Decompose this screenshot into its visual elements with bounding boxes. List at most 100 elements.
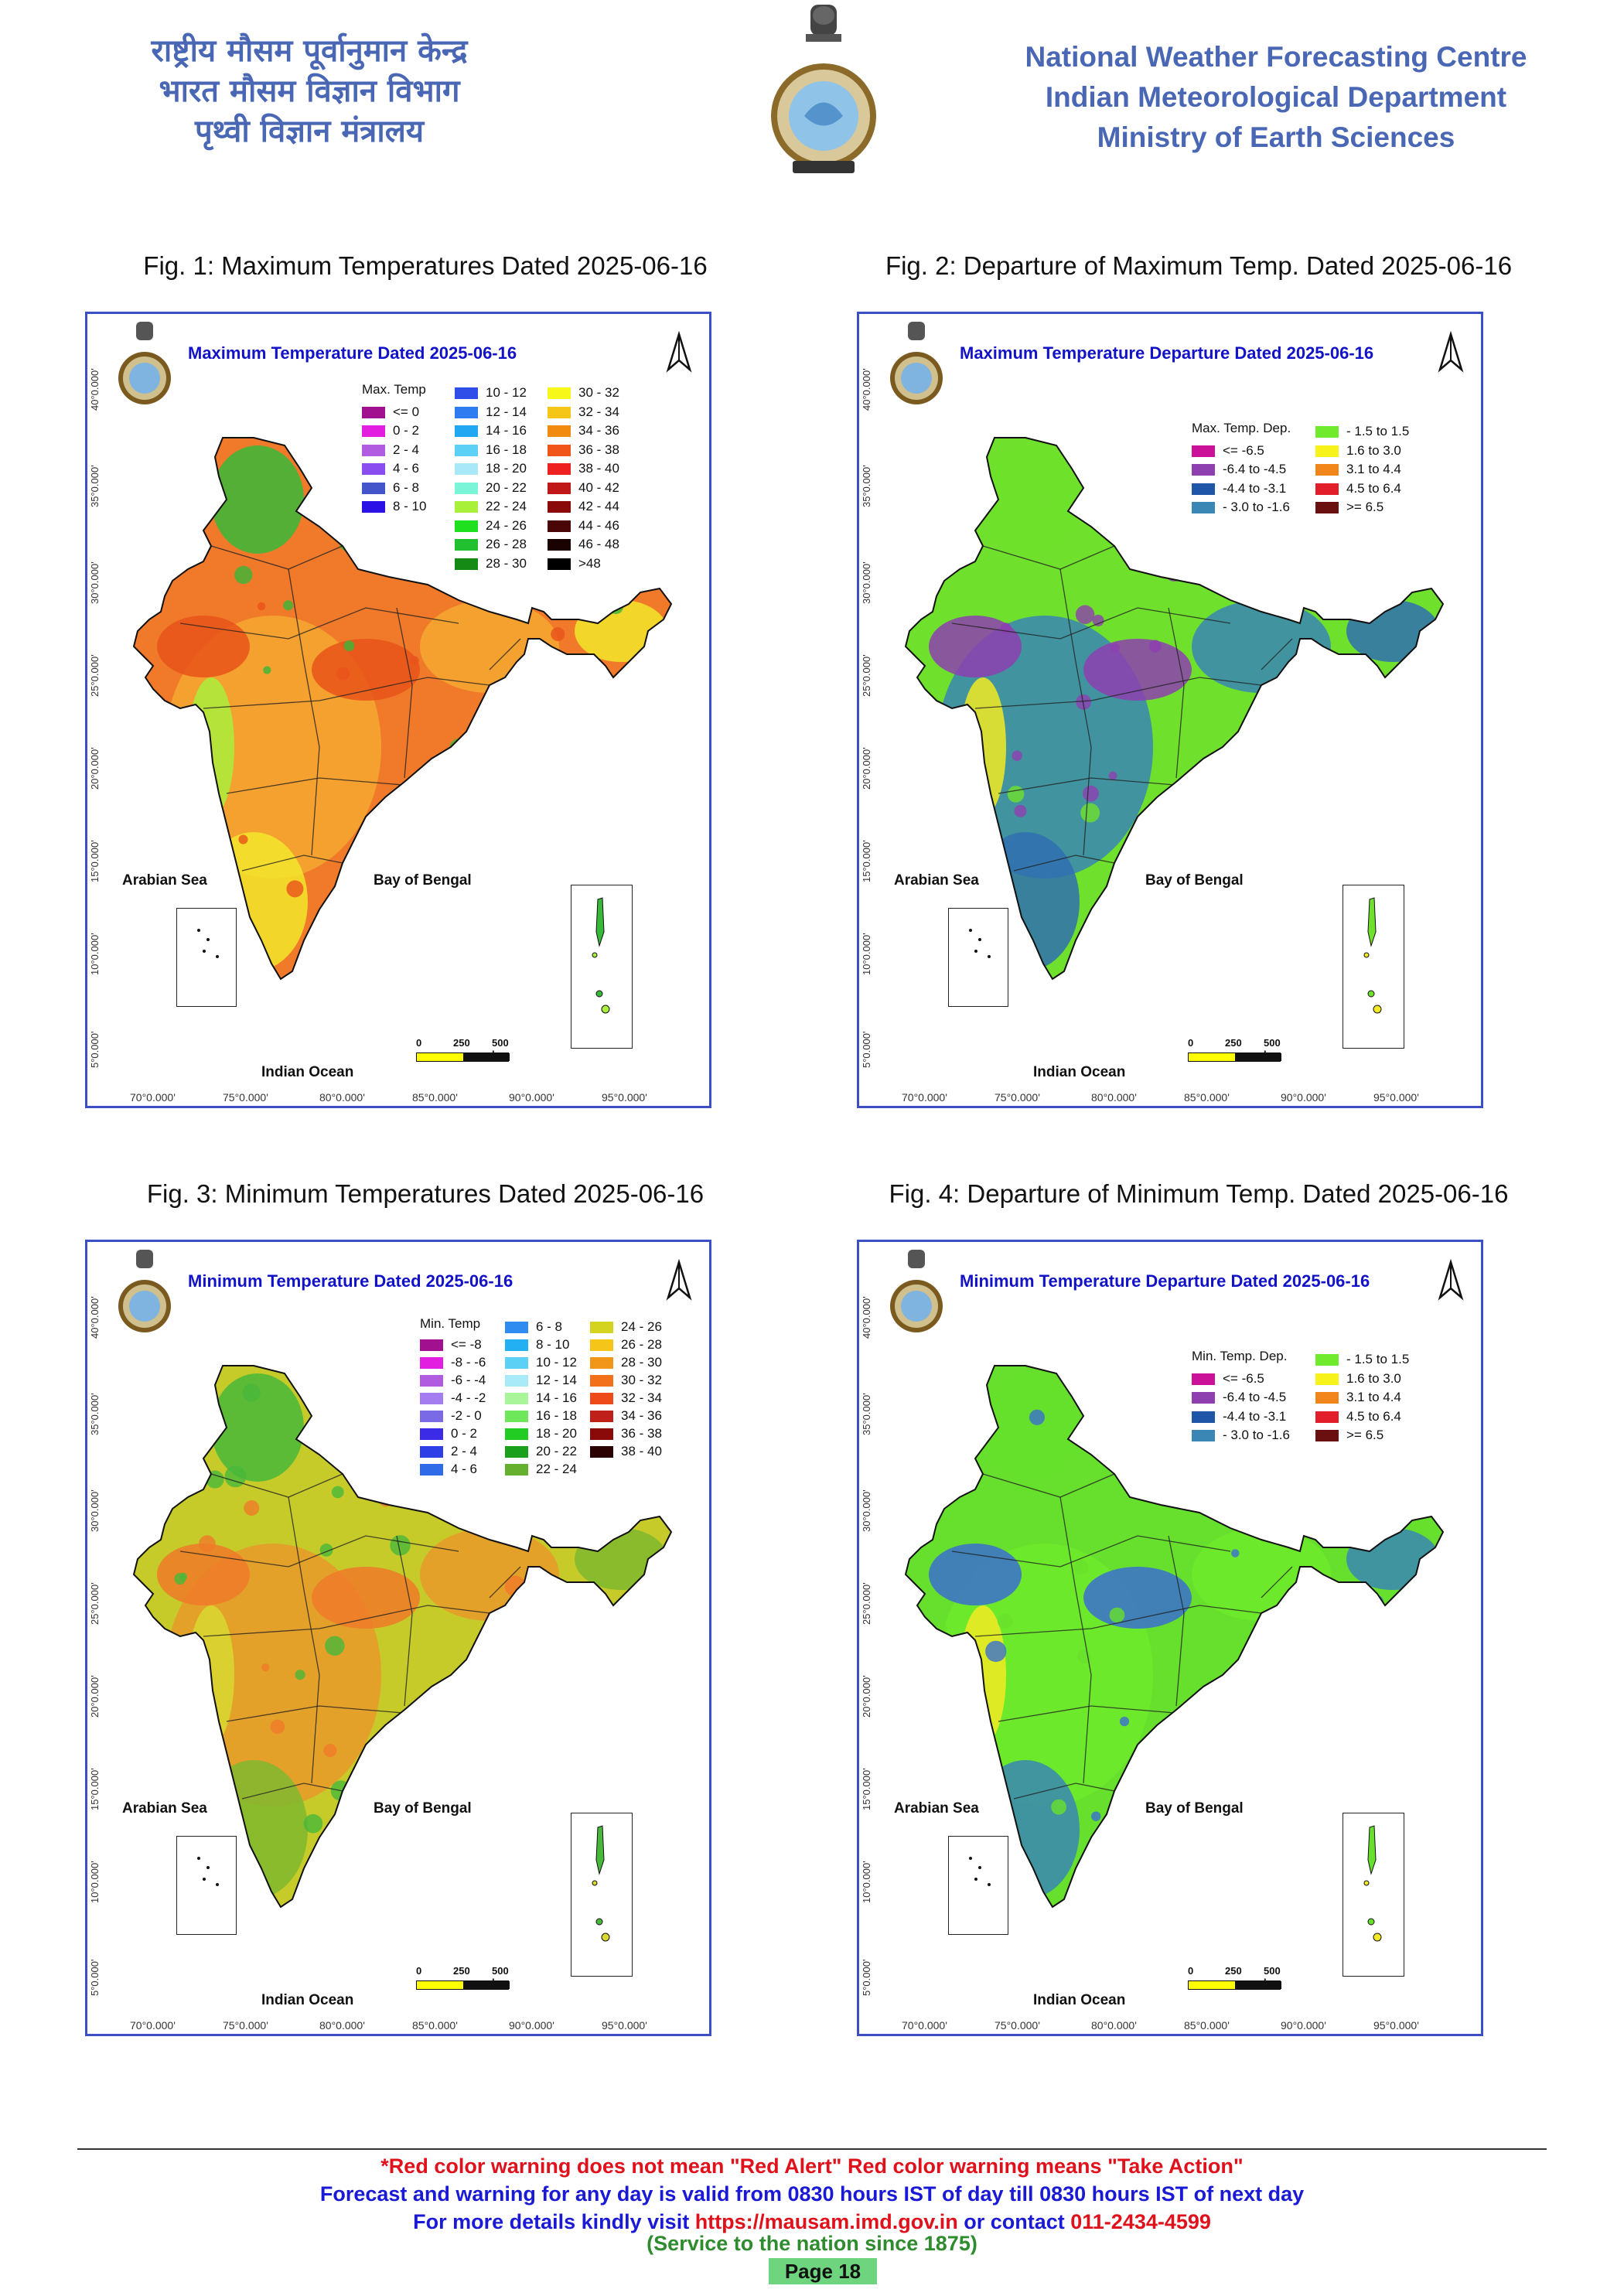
state-boundary bbox=[1059, 1496, 1092, 1784]
legend-swatch bbox=[420, 1464, 443, 1476]
legend-swatch bbox=[548, 406, 571, 418]
latitude-label: 40°0.000' bbox=[89, 368, 101, 411]
legend-swatch bbox=[362, 444, 385, 456]
station-spot bbox=[1285, 1605, 1302, 1622]
footer-service: (Service to the nation since 1875) bbox=[647, 2232, 977, 2255]
station-spot bbox=[1303, 1712, 1325, 1734]
station-spot bbox=[342, 1827, 361, 1847]
state-boundary bbox=[951, 607, 1231, 640]
longitude-label: 90°0.000' bbox=[509, 1091, 554, 1104]
station-spot bbox=[985, 1640, 1007, 1663]
legend-label: -4.4 to -3.1 bbox=[1223, 1408, 1287, 1424]
station-spot bbox=[261, 1663, 270, 1672]
indian-ocean-label: Indian Ocean bbox=[1033, 1064, 1126, 1080]
legend-swatch bbox=[1315, 464, 1339, 476]
station-spot bbox=[1051, 1799, 1067, 1815]
longitude-label: 85°0.000' bbox=[1184, 1091, 1230, 1104]
figure-caption: Fig. 1: Maximum Temperatures Dated 2025-… bbox=[143, 251, 708, 280]
station-spot bbox=[295, 1670, 305, 1680]
legend-swatch bbox=[590, 1375, 613, 1387]
legend-swatch bbox=[1315, 1411, 1339, 1423]
legend-swatch bbox=[1192, 1392, 1215, 1404]
legend-label: -6 - -4 bbox=[451, 1373, 486, 1387]
map-panel: Minimum Temperature Dated 2025-06-16 40°0… bbox=[85, 1240, 711, 2036]
station-spot bbox=[325, 1636, 345, 1656]
longitude-label: 70°0.000' bbox=[130, 2019, 176, 2032]
legend-title: Min. Temp bbox=[420, 1316, 481, 1331]
station-spot bbox=[1128, 861, 1139, 872]
footer-website-link[interactable]: https://mausam.imd.gov.in bbox=[694, 2210, 958, 2233]
longitude-label: 85°0.000' bbox=[412, 1091, 458, 1104]
station-spot bbox=[408, 1755, 424, 1770]
station-spot bbox=[979, 856, 998, 875]
scale-bar-graphic bbox=[416, 1052, 510, 1062]
legend-label: <= 0 bbox=[393, 404, 420, 419]
station-spot bbox=[503, 874, 518, 889]
station-spot bbox=[200, 804, 213, 817]
station-spot bbox=[1323, 579, 1342, 598]
station-spot bbox=[339, 536, 354, 551]
india-map bbox=[132, 437, 673, 981]
legend-swatch bbox=[505, 1357, 528, 1369]
legend-label: - 3.0 to -1.6 bbox=[1223, 500, 1290, 514]
station-spot bbox=[242, 1383, 261, 1402]
imd-emblem-logo bbox=[766, 0, 882, 186]
legend-label: -4.4 to -3.1 bbox=[1223, 480, 1287, 496]
longitude-label: 85°0.000' bbox=[1184, 2019, 1230, 2032]
legend-label: 38 - 40 bbox=[621, 1444, 662, 1458]
latitude-label: 20°0.000' bbox=[861, 747, 872, 790]
legend-swatch bbox=[548, 558, 571, 570]
state-boundary bbox=[1168, 607, 1185, 779]
legend-label: 20 - 22 bbox=[486, 479, 527, 495]
station-spot bbox=[1002, 507, 1013, 518]
legend-swatch bbox=[548, 425, 571, 437]
longitude-label: 85°0.000' bbox=[412, 2019, 458, 2032]
state-boundary bbox=[396, 1535, 413, 1707]
legend-swatch bbox=[362, 501, 385, 513]
state-boundary bbox=[1013, 855, 1115, 872]
scale-label-0: 0 bbox=[1188, 1037, 1194, 1049]
lakshadweep-inset bbox=[948, 1836, 1008, 1935]
station-spot bbox=[1295, 1818, 1311, 1834]
station-spot bbox=[257, 602, 266, 611]
temperature-zone bbox=[157, 616, 250, 677]
station-spot bbox=[965, 728, 981, 745]
state-boundary bbox=[241, 855, 343, 872]
station-spot bbox=[1123, 1803, 1145, 1823]
state-boundary bbox=[179, 607, 459, 640]
figure-caption: Fig. 3: Minimum Temperatures Dated 2025-… bbox=[146, 1179, 705, 1208]
latitude-label: 20°0.000' bbox=[89, 747, 101, 790]
state-boundary bbox=[1059, 568, 1092, 856]
map-title: Maximum Temperature Departure Dated 2025… bbox=[960, 343, 1374, 363]
longitude-label: 90°0.000' bbox=[509, 2019, 554, 2032]
station-spot bbox=[561, 757, 575, 771]
temperature-zone bbox=[575, 1528, 667, 1590]
latitude-label: 40°0.000' bbox=[861, 1296, 872, 1339]
station-spot bbox=[283, 600, 294, 611]
latitude-label: 35°0.000' bbox=[89, 465, 101, 507]
legend-swatch bbox=[590, 1446, 613, 1458]
legend-swatch bbox=[590, 1357, 613, 1369]
footer-red-warning: *Red color warning does not mean "Red Al… bbox=[380, 2154, 1244, 2178]
station-spot bbox=[554, 1519, 566, 1530]
station-spot bbox=[303, 1813, 323, 1834]
legend-swatch bbox=[1315, 483, 1339, 495]
legend-label: 10 - 12 bbox=[536, 1355, 577, 1370]
legend-swatch bbox=[505, 1428, 528, 1440]
legend-label: >= 6.5 bbox=[1346, 1428, 1384, 1442]
legend-swatch bbox=[505, 1446, 528, 1458]
station-spot bbox=[1210, 1703, 1220, 1712]
station-spot bbox=[1007, 786, 1025, 803]
legend-swatch bbox=[505, 1339, 528, 1351]
state-boundary bbox=[241, 1783, 343, 1800]
station-spot bbox=[343, 640, 355, 652]
india-outline bbox=[904, 437, 1445, 981]
imd-mini-emblem-icon bbox=[886, 320, 947, 413]
scale-bar-graphic bbox=[416, 1980, 510, 1990]
station-spot bbox=[270, 1719, 285, 1735]
station-spot bbox=[331, 1486, 344, 1499]
longitude-label: 80°0.000' bbox=[1091, 2019, 1137, 2032]
legend-label: 42 - 44 bbox=[578, 499, 619, 513]
legend-swatch bbox=[548, 463, 571, 475]
